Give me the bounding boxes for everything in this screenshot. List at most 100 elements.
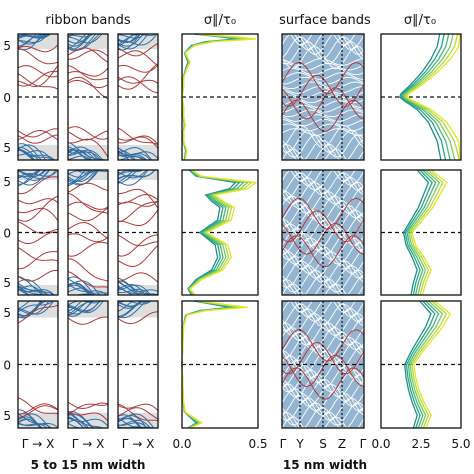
blue-band-line [118,286,151,295]
cond2-panel-curve [406,33,461,161]
red-band-line [18,247,58,262]
blue-band-line [68,416,85,428]
ylabel-mid-1: 0 [3,227,11,241]
red-band-line [18,251,58,270]
red-band-line [18,198,58,205]
surface-tick-gamma-2: Γ [360,437,367,451]
ylabel-bot-1: 5 [3,276,11,290]
surface-bands-title: surface bands [279,13,371,28]
blue-band-line [68,422,83,428]
red-band-line [68,126,108,140]
cond2-panel-curve [407,169,441,296]
cond2-panel-curve [398,33,442,161]
blue-band-line [118,34,144,47]
blue-band-line [68,34,94,38]
red-band-line [118,64,158,73]
red-band-line [118,234,158,257]
blue-band-line [118,170,136,183]
blue-band-line [68,301,93,315]
cond1-panel-frame [181,33,259,161]
blue-band-line [118,301,145,319]
blue-band-line [68,150,96,160]
blue-band-line [118,288,151,295]
panel-grid: 5 0 5 5 0 5 5 0 5 [3,33,462,429]
blue-band-line [18,301,50,315]
blue-band-line [68,410,95,428]
red-band-line [68,410,108,422]
ylabel-mid-2: 0 [3,359,11,373]
red-band-line [68,182,108,193]
blue-band-line [118,170,139,184]
blue-band-line [18,285,49,295]
red-band-line [68,233,108,243]
blue-band-line [68,151,101,160]
ylabel-top-1: 5 [3,175,11,189]
blue-band-line [68,34,93,50]
blue-band-line [18,416,42,428]
surface-band-line [282,269,364,293]
blue-band-line [68,170,91,178]
red-band-line [118,193,158,204]
blue-band-line [68,301,83,312]
blue-band-line [118,34,141,43]
red-band-line [118,244,158,268]
cond2-panel-curve [404,169,433,296]
red-band-line [68,241,108,257]
red-band-line [18,397,58,414]
blue-band-line [18,34,51,49]
cond2-panel-curve [404,300,432,429]
blue-band-line [68,287,94,295]
red-band-line [68,65,108,81]
blue-band-line [118,419,151,428]
blue-band-line [18,170,41,176]
red-band-line [18,48,58,65]
surface-band-line [282,204,364,228]
red-band-line [68,201,108,210]
surface-band-line [282,283,347,295]
ribbon-xlabel-3: Γ → X [122,437,155,451]
blue-band-line [118,34,158,46]
cond2-panel-curve [411,169,448,296]
red-band-line [18,269,58,282]
ribbon-panel-frame [17,33,59,161]
red-band-line [18,405,58,418]
red-band-line [118,234,158,247]
blue-band-line [118,413,155,428]
surface-tick-s: S [319,437,327,451]
red-band-line [118,76,158,94]
cond2-panel-frame [380,169,462,296]
ribbon-panel-frame [17,169,59,296]
blue-band-line [68,301,103,306]
gap-shade-top [118,170,158,180]
surface-panel-frame [281,33,365,161]
blue-band-line [68,149,104,160]
bottom-label-right: 15 nm width [283,458,367,472]
red-band-line [18,134,58,144]
red-band-line [68,207,108,222]
cond2-panel-curve [413,300,451,429]
blue-band-line [18,276,44,295]
red-band-line [118,127,158,146]
ylabel-bot-2: 5 [3,409,11,423]
red-band-line [68,192,108,214]
blue-band-line [18,288,33,295]
red-band-line [118,403,158,411]
blue-band-line [118,284,152,295]
cond2-panel-curve [411,300,448,429]
red-band-line [18,44,58,53]
surface-band-line [290,34,356,46]
blue-band-line [118,417,141,428]
cond2-panel-curve [407,300,440,429]
cond2-panel-curve [405,300,436,429]
cond2-panel-curve [404,33,460,161]
blue-band-line [68,155,92,160]
blue-band-line [68,301,104,314]
cond1-panel-curve [189,169,258,296]
red-band-line [118,209,158,227]
blue-band-line [68,170,97,183]
blue-band-line [18,34,49,43]
conductivity-title-right: σ∥/τ₀ [404,13,436,28]
red-band-line [68,258,108,282]
red-band-line [18,231,58,244]
